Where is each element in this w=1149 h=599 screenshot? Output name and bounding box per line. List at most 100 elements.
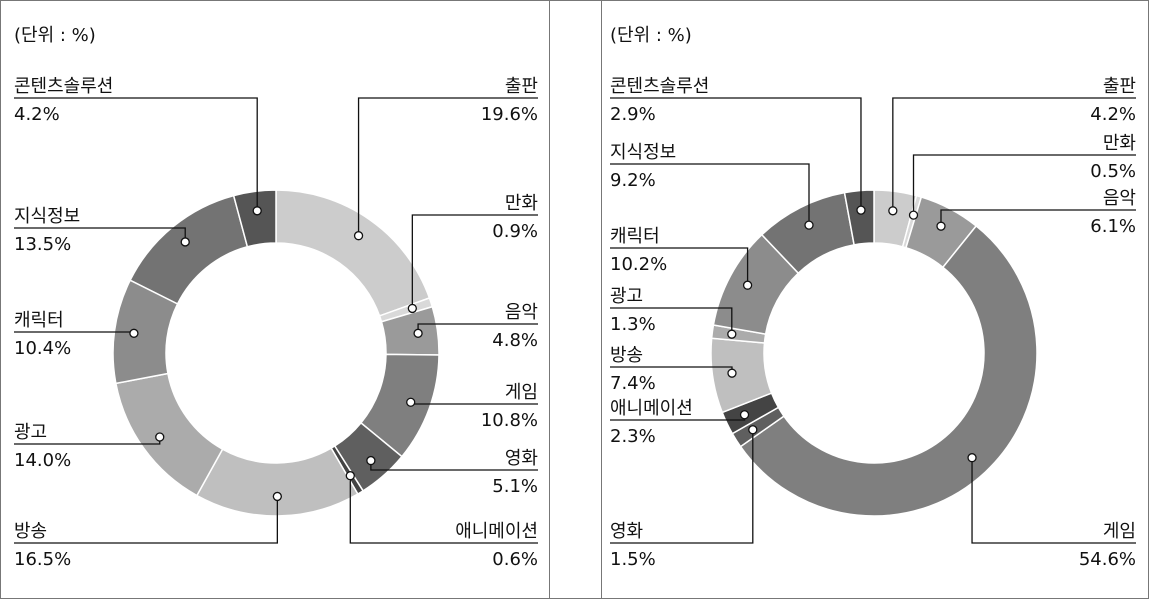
slice-category-label: 방송 [610, 345, 643, 366]
slice-value-label: 1.5% [610, 549, 656, 570]
slice-value-label: 54.6% [1079, 549, 1136, 570]
slice-value-label: 10.4% [14, 338, 71, 359]
slice-value-label: 1.3% [610, 314, 656, 335]
leader-marker [908, 210, 919, 220]
leader-marker [888, 206, 898, 216]
slice-value-label: 16.5% [14, 549, 71, 570]
slice-8 [114, 372, 224, 497]
slice-label-1: 출판 19.6% [353, 76, 538, 241]
leader-marker [413, 328, 423, 338]
slice-label-3: 음악 4.8% [413, 302, 538, 351]
leader-line [14, 496, 278, 544]
slice-category-label: 영화 [610, 521, 643, 542]
leader-marker [129, 328, 139, 338]
leader-line [349, 475, 538, 544]
slice-category-label: 캐릭터 [14, 310, 64, 331]
slice-value-label: 19.6% [481, 104, 538, 125]
slice-label-5: 영화 5.1% [366, 448, 538, 497]
donut-slices [710, 189, 1038, 517]
slice-label-9: 캐릭터 10.4% [14, 310, 139, 359]
slice-value-label: 0.5% [1090, 161, 1136, 182]
slice-label-8: 광고 1.3% [610, 286, 737, 339]
slice-value-label: 2.3% [610, 426, 656, 447]
slice-category-label: 출판 [1103, 76, 1136, 97]
slice-value-label: 0.9% [492, 221, 538, 242]
donut-slices [112, 189, 440, 517]
slice-11 [843, 189, 875, 246]
slice-value-label: 0.6% [492, 549, 538, 570]
unit-label-right: (단위 : %) [610, 25, 692, 46]
slice-category-label: 캐릭터 [610, 226, 660, 247]
chart-panel-left: (단위 : %) 출판 19.6% 만화 0.9% 음악 4.8% 게임 10.8% 영화 5.1… [0, 0, 549, 599]
leader-line [14, 97, 258, 211]
chart-panel-right: (단위 : %) 출판 4.2% 만화 0.5% 음악 6.1% 게임 54.6% 영화 1.5%… [602, 0, 1149, 599]
leader-marker [727, 368, 737, 378]
slice-label-1: 출판 4.2% [888, 76, 1136, 216]
slice-value-label: 14.0% [14, 450, 71, 471]
leader-marker [353, 231, 364, 241]
leader-marker [406, 397, 416, 407]
leader-marker [748, 425, 758, 435]
leader-marker [272, 491, 282, 502]
slice-labels: 출판 4.2% 만화 0.5% 음악 6.1% 게임 54.6% 영화 1.5% 애니메이션 2.3%… [610, 76, 1136, 570]
leader-marker [742, 280, 753, 290]
slice-label-6: 애니메이션 0.6% [345, 471, 538, 570]
leader-line [912, 154, 1136, 216]
slice-value-label: 13.5% [14, 234, 71, 255]
slice-value-label: 10.2% [610, 254, 667, 275]
slice-label-4: 게임 54.6% [967, 453, 1136, 570]
slice-4 [739, 224, 1038, 517]
slice-label-10: 지식정보 13.5% [14, 206, 190, 255]
slice-value-label: 9.2% [610, 170, 656, 191]
slice-label-7: 방송 16.5% [14, 491, 282, 570]
slice-category-label: 광고 [610, 286, 643, 307]
slice-label-5: 영화 1.5% [610, 425, 758, 570]
leader-marker [804, 220, 814, 230]
slice-label-8: 광고 14.0% [14, 422, 165, 471]
leader-marker [252, 206, 262, 216]
leader-line [610, 429, 754, 544]
leader-line [357, 97, 538, 236]
panel-divider-left [549, 0, 550, 599]
leader-marker [366, 455, 376, 466]
leader-marker [727, 329, 737, 339]
slice-value-label: 5.1% [492, 476, 538, 497]
slice-label-2: 만화 0.5% [908, 133, 1136, 220]
unit-label-left: (단위 : %) [14, 25, 96, 46]
donut-chart-left: 출판 19.6% 만화 0.9% 음악 4.8% 게임 10.8% 영화 5.1% 애니메이션 0.6… [14, 76, 538, 570]
panel-divider-right [601, 0, 602, 599]
slice-category-label: 게임 [1103, 521, 1136, 542]
leader-line [971, 457, 1136, 544]
slice-category-label: 만화 [505, 193, 538, 214]
leader-marker [856, 205, 866, 215]
slice-label-11: 콘텐츠솔루션 4.2% [14, 76, 262, 216]
donut-chart-right: 출판 4.2% 만화 0.5% 음악 6.1% 게임 54.6% 영화 1.5% 애니메이션 2.3%… [610, 76, 1136, 570]
slice-label-9: 캐릭터 10.2% [610, 226, 753, 290]
slice-category-label: 콘텐츠솔루션 [610, 76, 709, 97]
slice-category-label: 광고 [14, 422, 47, 443]
slice-value-label: 4.8% [492, 330, 538, 351]
slice-category-label: 게임 [505, 382, 538, 403]
slice-value-label: 10.8% [481, 410, 538, 431]
slice-category-label: 만화 [1103, 133, 1136, 154]
slice-label-6: 애니메이션 2.3% [610, 398, 750, 447]
slice-labels: 출판 19.6% 만화 0.9% 음악 4.8% 게임 10.8% 영화 5.1% 애니메이션 0.6… [14, 76, 538, 570]
leader-line [892, 97, 1136, 211]
slice-category-label: 출판 [505, 76, 538, 97]
leader-line [610, 163, 810, 226]
slice-label-3: 음악 6.1% [936, 188, 1136, 237]
slice-category-label: 영화 [505, 448, 538, 469]
slice-11 [232, 189, 277, 248]
leader-marker [739, 410, 750, 420]
leader-marker [967, 453, 977, 463]
slice-label-2: 만화 0.9% [407, 193, 538, 314]
slice-label-7: 방송 7.4% [610, 345, 737, 394]
leader-line [610, 247, 749, 286]
slice-category-label: 콘텐츠솔루션 [14, 76, 113, 97]
slice-10 [129, 194, 249, 305]
leader-marker [407, 303, 417, 314]
slice-category-label: 지식정보 [610, 142, 676, 163]
leader-marker [155, 432, 165, 442]
slice-value-label: 6.1% [1090, 216, 1136, 237]
slice-category-label: 음악 [1103, 188, 1136, 209]
